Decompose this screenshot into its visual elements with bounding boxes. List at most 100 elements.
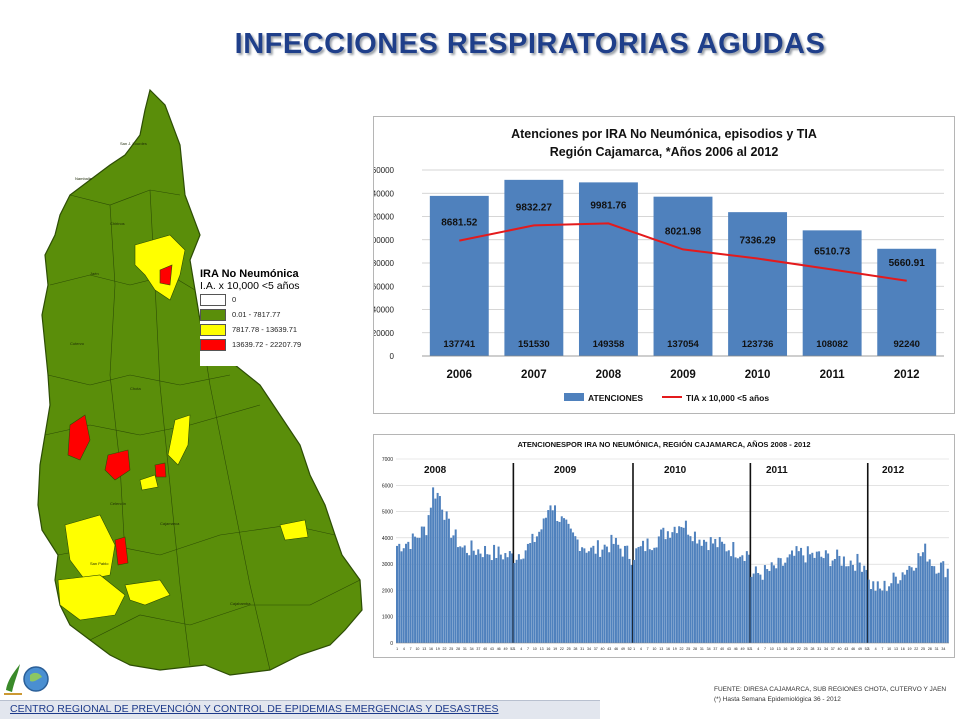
- x-tick-label: 7: [881, 647, 883, 651]
- y-tick-label: 80000: [373, 259, 395, 268]
- week-bar: [879, 588, 882, 643]
- week-bar: [522, 558, 525, 643]
- x-tick-label: 25: [921, 647, 925, 651]
- week-bar: [526, 543, 529, 643]
- x-tick-label: 22: [560, 647, 564, 651]
- week-bar: [752, 573, 755, 643]
- y-tick-label: 1000: [382, 615, 393, 621]
- x-tick-label: 43: [490, 647, 494, 651]
- week-bar: [633, 559, 636, 643]
- week-bar: [847, 566, 850, 643]
- x-tick-label: 46: [614, 647, 618, 651]
- week-bar: [499, 554, 502, 643]
- week-bar: [761, 579, 764, 643]
- week-bar: [538, 531, 541, 643]
- week-bar: [933, 566, 936, 643]
- week-bar: [743, 560, 746, 643]
- week-bar: [906, 569, 909, 643]
- period-label: 2011: [766, 465, 788, 476]
- week-bar: [698, 539, 701, 643]
- week-bar: [420, 526, 423, 643]
- page-title: INFECCIONES RESPIRATORIAS AGUDAS: [234, 28, 826, 60]
- week-bar: [800, 547, 803, 643]
- x-tick-label: 34: [707, 647, 711, 651]
- week-bar: [775, 568, 778, 643]
- week-bar: [675, 533, 678, 643]
- week-bar: [813, 557, 816, 643]
- week-bar: [651, 550, 654, 643]
- week-bar: [461, 547, 464, 643]
- x-tick-label: 4: [403, 647, 405, 651]
- y-tick-label: 40000: [373, 306, 395, 315]
- week-bar: [454, 529, 457, 643]
- week-bar: [515, 559, 518, 643]
- y-tick-label: 7000: [382, 457, 393, 463]
- x-tick-label: 10: [533, 647, 537, 651]
- week-bar: [791, 550, 794, 643]
- map-legend-item: 7817.78 - 13639.71: [200, 322, 325, 337]
- week-bar: [908, 565, 911, 643]
- x-tick-label: 22: [680, 647, 684, 651]
- bar: [728, 212, 788, 356]
- week-bar: [547, 510, 550, 643]
- week-bar: [572, 532, 575, 643]
- week-bar: [558, 521, 561, 643]
- week-bar: [533, 541, 536, 643]
- week-bar: [666, 531, 669, 643]
- week-bar: [829, 566, 832, 643]
- footer-organization: CENTRO REGIONAL DE PREVENCIÓN Y CONTROL …: [10, 703, 499, 715]
- week-bar: [524, 550, 527, 643]
- x-tick-label: 46: [497, 647, 501, 651]
- week-bar: [849, 560, 852, 643]
- week-bar: [398, 543, 401, 643]
- chart-title: Atenciones por IRA No Neumónica, episodi…: [511, 127, 817, 141]
- cajamarca-map: San J. Lourdes Namballe Chirinos Jaén Cute…: [37, 88, 363, 676]
- week-bar: [423, 526, 426, 643]
- line-value-label: 8021.98: [665, 226, 702, 237]
- x-tick-label: 10: [652, 647, 656, 651]
- week-bar: [468, 555, 471, 643]
- x-tick-label: 22: [914, 647, 918, 651]
- week-bar: [725, 551, 728, 643]
- x-tick-label: 22: [797, 647, 801, 651]
- week-bar: [928, 559, 931, 643]
- x-tick-label: 46: [851, 647, 855, 651]
- week-bar: [486, 554, 489, 643]
- legend-label: ATENCIONES: [588, 393, 643, 403]
- week-bar: [402, 548, 405, 643]
- x-tick-label: 40: [838, 647, 842, 651]
- week-bar: [626, 545, 629, 643]
- week-bar: [915, 567, 918, 643]
- bar-value-label: 92240: [894, 339, 920, 350]
- week-bar: [935, 573, 938, 643]
- week-bar: [770, 562, 773, 643]
- week-bar: [612, 543, 615, 643]
- x-tick-label: 25: [686, 647, 690, 651]
- week-bar: [937, 572, 940, 643]
- week-bar: [434, 498, 437, 643]
- week-bar: [910, 567, 913, 643]
- x-tick-label: 28: [456, 647, 460, 651]
- x-tick-label: 49: [503, 647, 507, 651]
- line-value-label: 8681.52: [441, 218, 478, 229]
- week-bar: [696, 543, 699, 643]
- x-tick-label: 1: [396, 647, 398, 651]
- x-tick-label: 31: [817, 647, 821, 651]
- week-bar: [425, 535, 428, 643]
- y-tick-label: 0: [390, 352, 395, 361]
- map-legend-label: 7817.78 - 13639.71: [232, 325, 298, 334]
- week-bar: [565, 519, 568, 643]
- x-tick-label: 1: [633, 647, 635, 651]
- week-bar: [894, 576, 897, 643]
- week-bar: [718, 537, 721, 643]
- chart-subtitle: Región Cajamarca, *Años 2006 al 2012: [550, 145, 779, 159]
- week-bar: [766, 569, 769, 643]
- x-tick-label: 40: [483, 647, 487, 651]
- week-bar: [520, 559, 523, 643]
- map-place-labels: San J. Lourdes Namballe Chirinos Jaén Cute…: [70, 141, 251, 606]
- week-bar: [867, 579, 870, 643]
- footer-bar: [0, 700, 600, 719]
- bar: [429, 195, 489, 356]
- x-tick-label: 34: [587, 647, 591, 651]
- week-bar: [497, 546, 500, 643]
